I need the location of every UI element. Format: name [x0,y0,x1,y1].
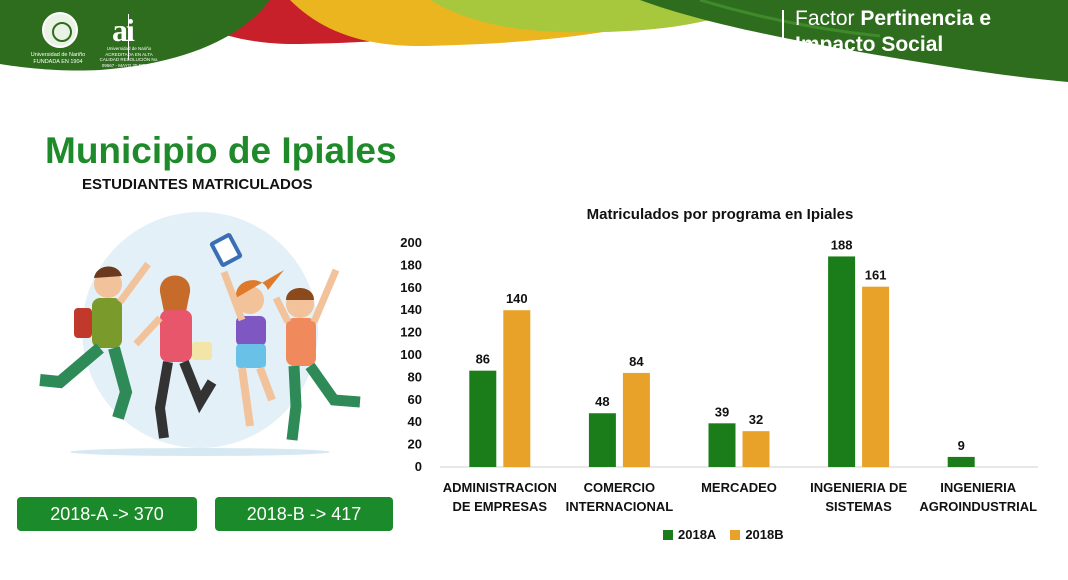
data-label-2018A-2: 39 [715,404,729,419]
y-tick-label: 120 [400,325,422,340]
legend-swatch [663,529,673,540]
y-tick-label: 180 [400,257,422,272]
y-tick-label: 100 [400,347,422,362]
bar-chart: 0 20 40 60 80 100 120 140 160 180 200 86 140 ADMINIST… [400,235,1038,514]
accreditation-text: Universidad de Nariño ACREDITADA EN ALTA… [99,46,159,68]
y-tick-label: 140 [400,302,422,317]
y-tick-label: 200 [400,235,422,250]
x-tick-label: INTERNACIONAL [566,499,674,514]
x-tick-label: COMERCIO [584,480,656,495]
wave-green-right [640,0,1068,82]
data-label-2018B-3: 161 [865,268,887,283]
bar-2018A-3 [828,256,856,467]
x-tick-label: DE EMPRESAS [452,499,547,514]
data-label-2018B-2: 32 [749,412,763,427]
x-tick-label: INGENIERIA DE [810,480,907,495]
students-illustration [0,212,400,482]
bar-2018B-0 [503,310,531,467]
data-label-2018B-1: 84 [629,354,644,369]
accreditation-logo: ai [112,12,135,48]
x-tick-label: AGROINDUSTRIAL [919,499,1037,514]
factor-divider [782,10,784,54]
x-tick-label: ADMINISTRACION [443,480,557,495]
student-3-figure [209,233,284,427]
chart-legend: 2018A 2018B [663,527,798,542]
summary-2018a: 2018-A -> 370 [17,497,197,531]
y-tick-label: 40 [408,414,422,429]
x-tick-label: MERCADEO [701,480,777,495]
factor-heading: Factor Pertinencia e Impacto Social [795,7,992,56]
bar-2018A-0 [469,370,497,467]
legend-label: 2018B [745,527,784,542]
bar-2018B-2 [742,431,770,467]
data-label-2018B-0: 140 [506,291,528,306]
student-4-figure [272,268,361,441]
y-tick-label: 20 [408,437,422,452]
data-label-2018A-0: 86 [476,352,490,367]
bar-2018B-1 [622,372,650,467]
page-subtitle: ESTUDIANTES MATRICULADOS [82,176,313,193]
logo-area: Universidad de Nariño FUNDADA EN 1904 ai… [31,12,158,68]
bar-2018A-1 [588,413,616,467]
legend-swatch [730,529,741,540]
legend-item-2018B: 2018B [730,527,784,542]
chart-title: Matriculados por programa en Ipiales [586,206,854,223]
y-tick-label: 0 [415,459,422,474]
bar-2018A-4 [947,456,975,467]
header-banner: Universidad de Nariño FUNDADA EN 1904 ai… [0,0,1068,95]
legend-label: 2018A [678,527,717,542]
university-name: Universidad de Nariño FUNDADA EN 1904 [30,52,86,65]
bar-2018B-3 [862,286,890,467]
x-tick-label: SISTEMAS [825,499,892,514]
bar-2018A-2 [708,423,736,467]
data-label-2018A-1: 48 [595,394,609,409]
university-crest-icon [42,12,78,48]
page-title: Municipio de Ipiales [45,130,397,171]
logo-divider [128,14,129,60]
student-1-figure [39,261,151,420]
data-label-2018A-3: 188 [831,237,853,252]
summary-2018b: 2018-B -> 417 [215,497,393,531]
x-tick-label: INGENIERIA [940,480,1016,495]
data-label-2018A-4: 9 [958,438,965,453]
legend-item-2018A: 2018A [663,527,716,542]
student-2-figure [133,275,217,439]
y-tick-label: 80 [408,369,422,384]
header-waves [0,0,1068,82]
y-tick-label: 60 [408,392,422,407]
y-tick-label: 160 [400,280,422,295]
